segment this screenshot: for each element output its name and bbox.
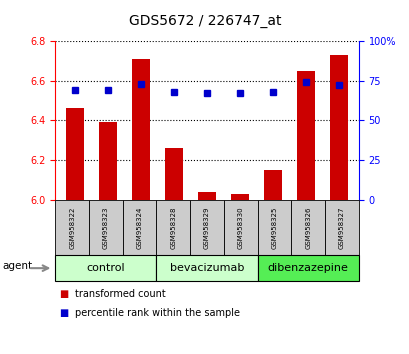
Text: GSM958322: GSM958322 [69, 206, 75, 249]
Text: percentile rank within the sample: percentile rank within the sample [75, 308, 239, 318]
Text: GDS5672 / 226747_at: GDS5672 / 226747_at [128, 14, 281, 28]
Text: ■: ■ [59, 289, 69, 299]
Text: GSM958328: GSM958328 [170, 206, 176, 249]
Bar [263, 170, 281, 200]
Text: transformed count: transformed count [75, 289, 165, 299]
Text: ■: ■ [59, 308, 69, 318]
Text: GSM958327: GSM958327 [338, 206, 344, 249]
Text: bevacizumab: bevacizumab [169, 263, 244, 273]
Bar [99, 122, 117, 200]
Text: GSM958323: GSM958323 [103, 206, 109, 249]
Text: GSM958325: GSM958325 [271, 206, 277, 249]
Bar [132, 59, 150, 200]
Text: GSM958329: GSM958329 [204, 206, 209, 249]
Text: GSM958326: GSM958326 [304, 206, 310, 249]
Bar [198, 192, 216, 200]
Text: dibenzazepine: dibenzazepine [267, 263, 348, 273]
Bar [329, 55, 347, 200]
Text: GSM958324: GSM958324 [136, 206, 142, 249]
Text: control: control [86, 263, 125, 273]
Bar [164, 148, 183, 200]
Bar [296, 70, 314, 200]
Text: agent: agent [2, 261, 32, 272]
Bar [230, 194, 249, 200]
Bar [66, 108, 84, 200]
Text: GSM958330: GSM958330 [237, 206, 243, 249]
